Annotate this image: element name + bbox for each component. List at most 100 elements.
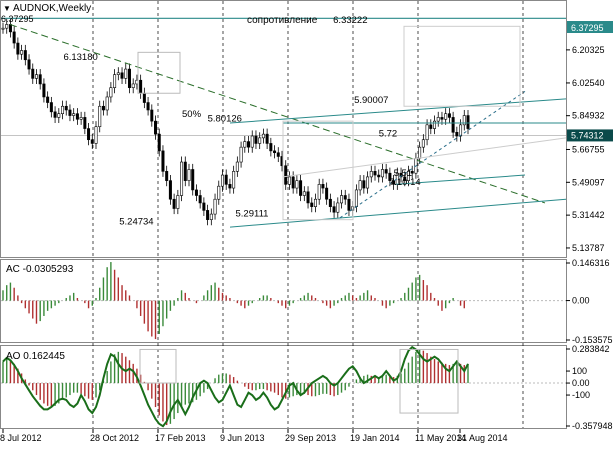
candle-body xyxy=(321,184,325,189)
candle-body xyxy=(358,180,362,191)
dotted-fan-line[interactable] xyxy=(339,90,526,219)
x-axis-label: 31 Aug 2014 xyxy=(457,433,508,443)
ao-panel-frame xyxy=(0,345,567,429)
candle-body xyxy=(139,79,143,94)
candle-body xyxy=(131,83,135,88)
highlight-box[interactable] xyxy=(403,25,521,107)
candle-body xyxy=(388,172,392,181)
inner-channel-line[interactable] xyxy=(394,174,526,185)
price-annotation: 5.80126 xyxy=(208,114,242,125)
candle-body xyxy=(239,146,243,163)
candle-body xyxy=(466,115,470,129)
ao-tick-label: 0.00 xyxy=(572,378,590,388)
price-annotation: 5.24734 xyxy=(119,217,153,228)
candle-body xyxy=(343,195,347,200)
candle-body xyxy=(377,174,381,178)
candle-body xyxy=(269,143,273,152)
candle-body xyxy=(328,198,332,207)
resistance-price-marker xyxy=(567,21,613,33)
support-channel-upper[interactable] xyxy=(229,98,567,124)
ao-tick-label: -0.357948 xyxy=(572,421,613,431)
support-channel-lower[interactable] xyxy=(229,198,567,228)
candle-body xyxy=(94,126,98,144)
candle-body xyxy=(191,169,195,191)
price-annotation: 7.10.14 xyxy=(389,177,421,188)
candle-body xyxy=(366,176,370,189)
candle-body xyxy=(113,74,117,88)
candle-body xyxy=(176,195,180,209)
ac-tick-label: 0.146316 xyxy=(572,258,610,268)
highlight-box[interactable] xyxy=(137,51,181,94)
price-panel-frame xyxy=(0,0,567,258)
price-tick-label: 5.49097 xyxy=(572,177,605,187)
ao-overlay-line[interactable] xyxy=(2,345,469,428)
candle-body xyxy=(410,171,414,174)
candle-body xyxy=(451,117,455,133)
candle-body xyxy=(8,24,12,33)
candle-body xyxy=(23,50,27,61)
x-axis-label: 9 Jun 2013 xyxy=(220,433,265,443)
x-axis-label: 17 Feb 2013 xyxy=(155,433,206,443)
candle-body xyxy=(354,189,358,207)
candle-body xyxy=(399,172,403,178)
candle-body xyxy=(258,137,262,144)
candle-body xyxy=(105,96,109,111)
candle-body xyxy=(161,150,165,172)
candle-body xyxy=(38,74,42,85)
candle-body xyxy=(421,139,425,148)
candle-body xyxy=(224,174,228,185)
candle-body xyxy=(168,180,172,200)
resistance-label: сопротивление xyxy=(247,15,318,26)
candle-body xyxy=(313,198,317,207)
candle-body xyxy=(336,202,340,213)
price-tick-label: 6.20325 xyxy=(572,45,605,55)
candle-body xyxy=(310,202,314,207)
highlight-box[interactable] xyxy=(282,120,354,221)
chart-title-icon[interactable]: ▼ xyxy=(3,4,11,13)
fibo-line[interactable] xyxy=(282,137,567,178)
candle-body xyxy=(459,124,463,137)
candle-body xyxy=(403,176,407,181)
candle-body xyxy=(57,113,61,118)
ac-tick-label: -0.153575 xyxy=(572,335,613,345)
price-tick-label: 5.31442 xyxy=(572,210,605,220)
candle-body xyxy=(72,113,76,116)
candle-body xyxy=(232,171,236,189)
candle-body xyxy=(154,120,158,135)
candle-body xyxy=(187,169,191,181)
candle-body xyxy=(295,180,299,189)
candle-body xyxy=(183,161,187,181)
candle-body xyxy=(444,113,448,120)
descending-trendline[interactable] xyxy=(9,23,546,204)
candle-body xyxy=(447,113,451,118)
candle-body xyxy=(172,198,176,209)
chart-title: AUDNOK,Weekly xyxy=(13,3,91,14)
price-annotation: 5.29111 xyxy=(236,208,269,219)
price-annotation: 5.51 xyxy=(394,168,413,179)
candle-body xyxy=(276,152,280,157)
candle-body xyxy=(198,195,202,204)
candle-body xyxy=(440,117,444,120)
candle-body xyxy=(16,42,20,55)
x-axis-label: 28 Oct 2012 xyxy=(90,433,139,443)
candle-body xyxy=(433,120,437,129)
highlight-box[interactable] xyxy=(399,348,459,414)
x-axis-label: 11 May 2014 xyxy=(415,433,466,443)
candle-body xyxy=(27,59,31,70)
candle-body xyxy=(384,169,388,174)
ac-tick-label: 0.00 xyxy=(572,296,590,306)
candle-body xyxy=(265,133,269,144)
candle-body xyxy=(317,184,321,200)
candle-body xyxy=(101,105,105,111)
candle-body xyxy=(180,161,184,196)
highlight-box[interactable] xyxy=(139,348,177,384)
candle-body xyxy=(124,68,128,79)
candle-body xyxy=(46,96,50,103)
candle-body xyxy=(61,105,65,114)
candle-body xyxy=(369,171,373,178)
candle-body xyxy=(109,87,113,98)
candle-body xyxy=(425,124,429,141)
candle-body xyxy=(273,150,277,154)
candle-body xyxy=(150,109,154,122)
